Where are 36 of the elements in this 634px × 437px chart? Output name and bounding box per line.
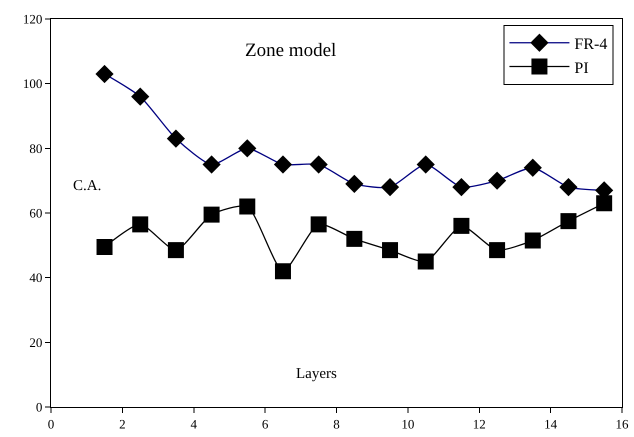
- y-axis-title: C.A.: [73, 178, 102, 194]
- point: [382, 242, 398, 258]
- legend-label: FR-4: [574, 36, 608, 53]
- y-tick-label: 100: [22, 76, 42, 92]
- point: [524, 232, 541, 248]
- x-tick-label: 12: [472, 416, 486, 432]
- x-tick-label: 0: [48, 416, 54, 432]
- point: [560, 213, 576, 230]
- y-tick-label: 0: [36, 400, 42, 415]
- x-tick-label: 4: [190, 416, 198, 432]
- y-tick-label: 80: [29, 140, 42, 156]
- legend-label: PI: [574, 60, 589, 77]
- x-tick-label: 8: [333, 416, 340, 432]
- point: [132, 216, 148, 232]
- point: [239, 198, 256, 215]
- point: [489, 242, 506, 258]
- point: [346, 230, 362, 247]
- point: [310, 216, 327, 232]
- point: [453, 218, 470, 234]
- y-tick-label: 120: [22, 12, 42, 27]
- y-tick-label: 40: [29, 270, 42, 286]
- point: [204, 206, 220, 223]
- point: [96, 238, 113, 255]
- point: [168, 242, 184, 258]
- text: Zone model: [245, 40, 336, 61]
- y-tick-label: 60: [29, 206, 42, 221]
- point: [418, 254, 434, 270]
- x-tick-label: 10: [401, 416, 414, 432]
- y-tick-label: 20: [29, 334, 42, 350]
- x-tick-label: 2: [119, 416, 126, 432]
- x-tick-label: 6: [262, 416, 269, 432]
- x-tick-label: 16: [616, 416, 629, 432]
- point: [274, 263, 291, 280]
- x-axis-title: Layers: [296, 366, 337, 382]
- x-tick-label: 14: [544, 416, 558, 432]
- point: [596, 195, 612, 212]
